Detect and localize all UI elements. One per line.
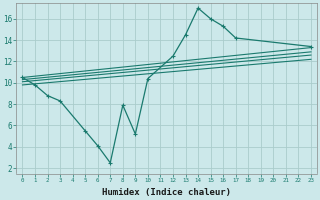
X-axis label: Humidex (Indice chaleur): Humidex (Indice chaleur) (102, 188, 231, 197)
